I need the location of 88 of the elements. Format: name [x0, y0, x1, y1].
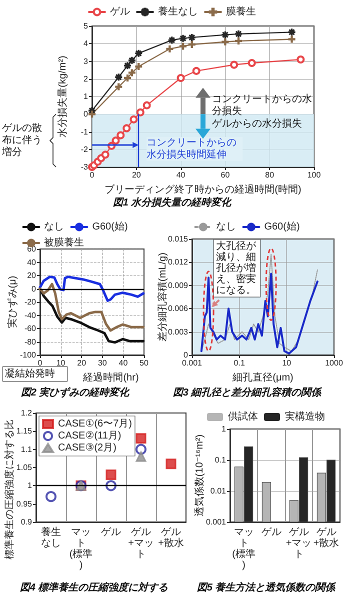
legend-label: なし: [216, 222, 236, 232]
x-tick-label: ゲル +マット: [128, 527, 154, 560]
y-tick-label: 0.1: [214, 456, 227, 464]
legend-label: G60(始): [92, 222, 128, 232]
legend-label: 実構造物: [285, 410, 325, 422]
legend-label: 養生なし: [158, 6, 198, 18]
y-tick-label: -60: [24, 324, 37, 333]
annotation: コンクリートからの水分損失: [212, 92, 312, 117]
y-tick-label: 1.1: [20, 444, 33, 454]
x-tick-label: 10: [282, 358, 292, 368]
y-tick-label: -40: [24, 310, 37, 320]
x-tick-label: 20: [132, 170, 142, 180]
y-tick-label: -80: [24, 337, 37, 346]
x-tick-label: ゲル +散水: [158, 527, 184, 549]
text: 凝結始発時: [5, 368, 55, 380]
y-tick-label: -100: [20, 350, 37, 360]
y-tick-label: 40: [27, 258, 37, 267]
legend-label: 供試体: [228, 410, 258, 422]
y-tick-label: -3: [80, 162, 89, 172]
x-tick-label: 80: [265, 170, 275, 180]
x-tick-label: 0.1: [234, 358, 246, 368]
y-tick-label: 0.01: [210, 486, 227, 496]
y-tick-label: 0.015: [168, 234, 189, 244]
annotation: ゲルからの水分損失: [212, 117, 302, 130]
legend-label: G60(始): [264, 222, 300, 232]
x-tick-label: ゲル: [101, 527, 121, 538]
y-tick-label: 1: [28, 481, 33, 490]
y-tick-label: 0.009: [168, 280, 189, 290]
y-axis-title: 水分損失量(kg/m²): [56, 56, 68, 138]
x-tick-label: 40: [118, 358, 128, 368]
legend-label: なし: [44, 222, 64, 232]
x-tick-label: 養生なし: [41, 526, 61, 549]
y-tick-label: 1.2: [20, 408, 33, 418]
x-tick-label: ゲル +散水: [313, 527, 340, 549]
text: 図5 養生方法と透気係数の関係: [196, 582, 336, 594]
y-tick-label: 2: [84, 74, 89, 84]
legend-label: 膜養生: [226, 6, 256, 18]
y-axis-title: 差分細孔容積(mL/g): [156, 252, 168, 342]
y-tick-label: 0: [184, 350, 189, 360]
y-tick-label: 0: [32, 284, 37, 294]
x-tick-label: 0: [90, 170, 95, 180]
y-tick-label: -20: [24, 298, 37, 306]
y-axis-title: 標準養生の圧縮強度に対する比: [4, 420, 16, 560]
text: 図4 標準養生の圧縮強度に対する: [20, 582, 168, 594]
y-tick-label: 0.95: [16, 499, 33, 508]
y-tick-label: 1: [84, 92, 89, 101]
legend-label: CASE①(6〜7月): [58, 418, 132, 430]
x-tick-label: マット (標準): [69, 527, 93, 571]
x-tick-label: 1000: [325, 358, 344, 368]
x-tick-label: 50: [140, 358, 149, 368]
y-tick-label: 0: [84, 110, 89, 119]
text: 図3 細孔径と差分細孔容積の関係: [172, 386, 322, 398]
y-tick-label: 0.001: [206, 518, 227, 526]
annotation: コンクリートからの水分損失時間延伸: [146, 137, 237, 160]
x-tick-label: 100: [307, 170, 322, 180]
legend-label: CASE②(11月): [58, 430, 122, 442]
legend-label: CASE③(2月): [58, 442, 116, 454]
y-tick-label: 1.05: [16, 463, 33, 472]
y-tick-label: 0.9: [20, 518, 33, 526]
y-tick-label: 3: [84, 56, 89, 66]
annotation: 大孔径が減り、細孔径が増え、密実になる。: [216, 240, 257, 296]
y-tick-label: 1: [222, 424, 227, 434]
x-axis-title: 経過時間(hr): [82, 372, 139, 384]
y-tick-label: -2: [80, 144, 89, 154]
text: 図1 水分損失量の経時変化: [112, 196, 232, 208]
text: ゲルの散布に伴う増分: [1, 123, 42, 158]
y-tick-label: 20: [27, 271, 37, 280]
x-tick-label: 0: [38, 358, 43, 368]
x-tick-label: ゲル +マット: [286, 527, 312, 560]
x-tick-label: 30: [98, 358, 108, 368]
legend-label: 被膜養生: [44, 236, 84, 248]
y-tick-label: 0.012: [168, 258, 189, 267]
y-tick-label: -1: [80, 127, 89, 136]
y-axis-title: 透気係数(10⁻¹⁶m²): [194, 434, 206, 517]
x-tick-label: ゲル: [261, 527, 282, 538]
x-tick-label: マット (標準): [232, 527, 256, 571]
legend-label: ゲル: [110, 6, 130, 18]
y-tick-label: 0.006: [168, 304, 189, 314]
y-tick-label: 5: [84, 22, 89, 30]
x-axis-title: ブリーディング終了時からの経過時間(時間): [104, 184, 302, 196]
y-axis-title: 実ひずみ(μ): [6, 276, 18, 328]
x-tick-label: 0.001: [182, 358, 203, 368]
x-tick-label: 10: [56, 358, 66, 368]
y-tick-label: 4: [84, 39, 89, 48]
x-axis-title: 細孔直径(μm): [232, 372, 294, 384]
y-tick-label: 0.003: [168, 327, 189, 336]
y-tick-label: 1.15: [16, 426, 33, 436]
text: 図2 実ひずみの経時変化: [20, 386, 130, 398]
